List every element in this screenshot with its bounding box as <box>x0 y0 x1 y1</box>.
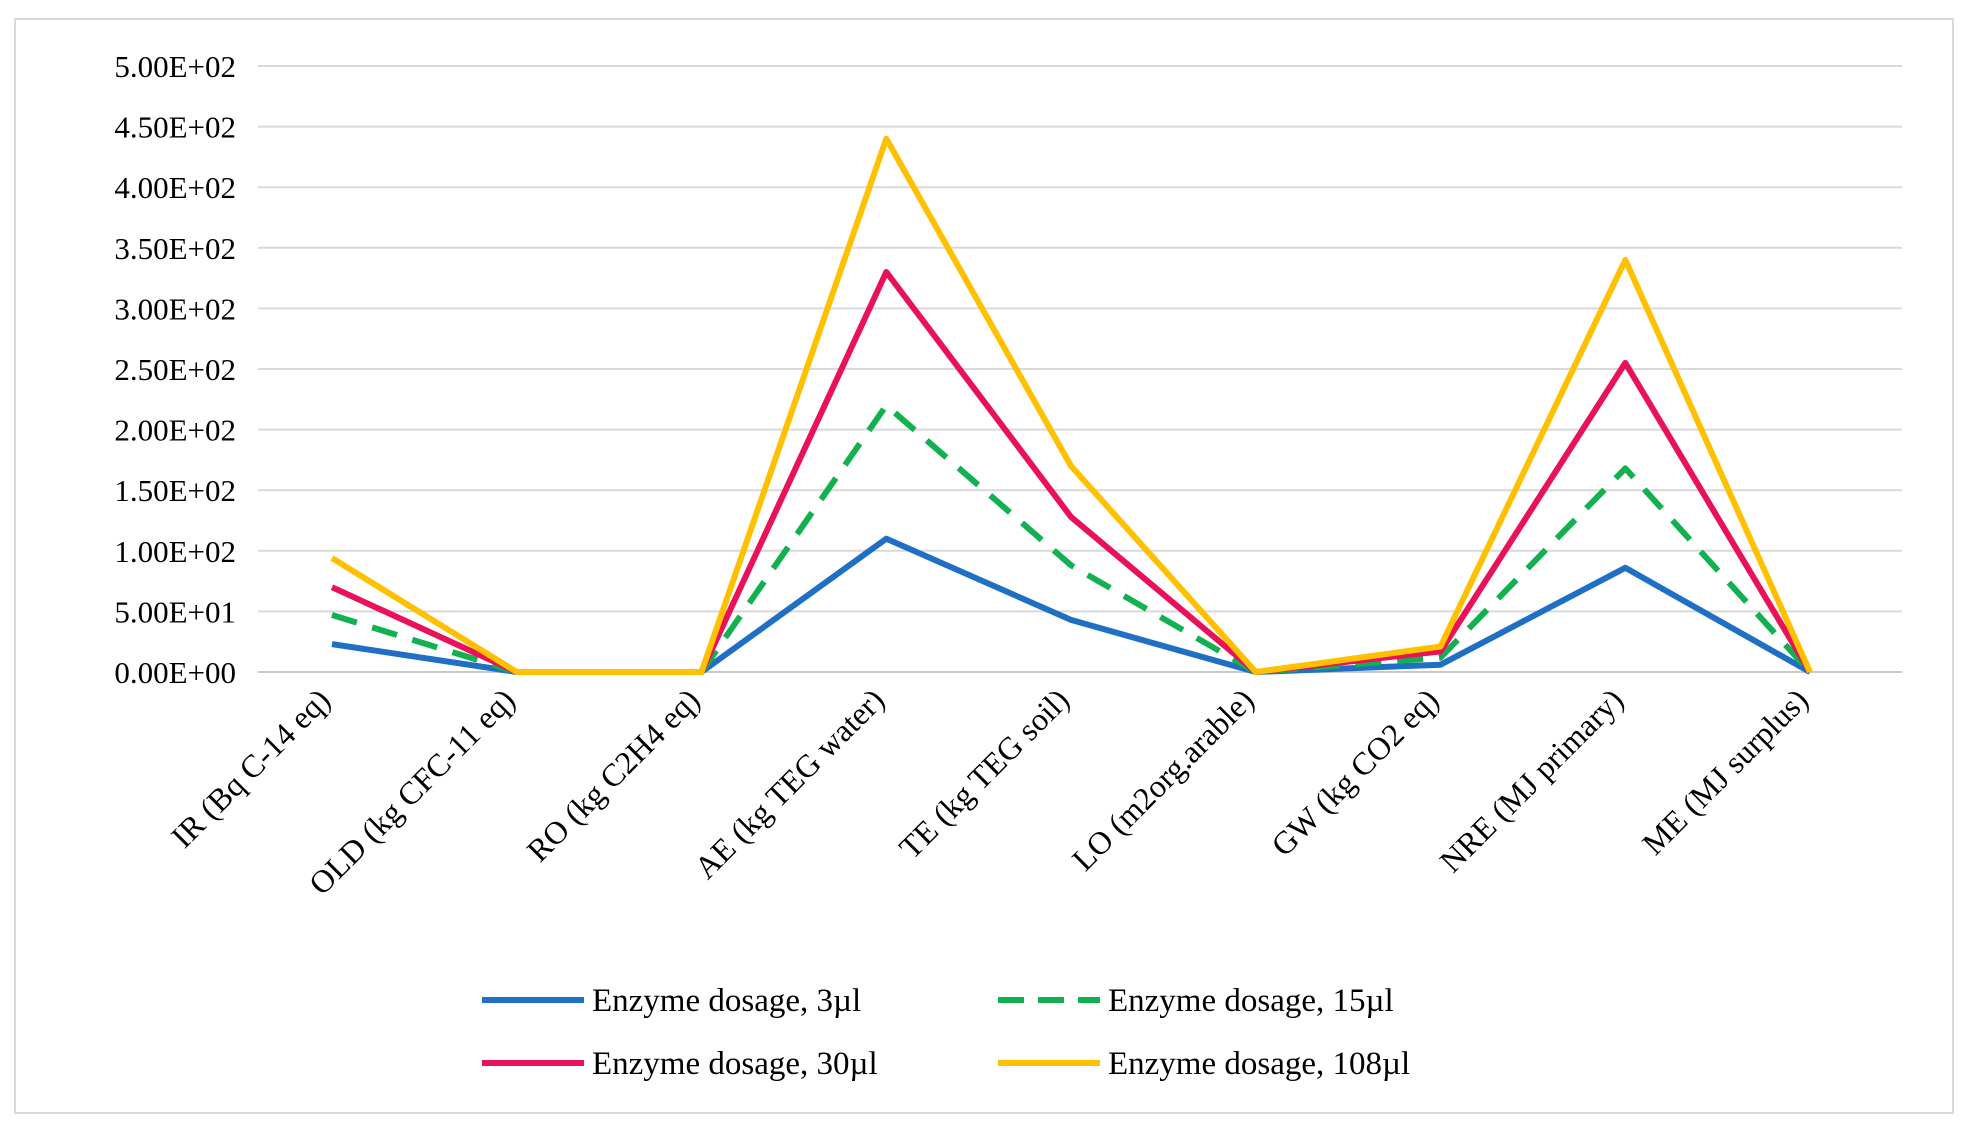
series-line-1 <box>331 535 1812 675</box>
legend: Enzyme dosage, 3µl Enzyme dosage, 15µl Enz… <box>482 983 1410 1082</box>
y-tick-label: 2.00E+02 <box>114 413 236 448</box>
legend-label: Enzyme dosage, 108µl <box>1108 1046 1410 1082</box>
y-tick-label: 1.00E+02 <box>114 534 236 569</box>
x-axis-tick-labels: IR (Bq C-14 eq)OLD (kg CFC-11 eq)RO (kg … <box>164 681 1815 901</box>
y-tick-label: 5.00E+01 <box>114 594 236 629</box>
x-tick-label: AE (kg TEG water) <box>687 681 891 885</box>
x-tick-label: NRE (MJ primary) <box>1433 681 1631 879</box>
chart-frame <box>14 18 1954 1114</box>
y-tick-label: 1.50E+02 <box>114 473 236 508</box>
legend-label: Enzyme dosage, 15µl <box>1108 983 1394 1019</box>
y-tick-label: 3.50E+02 <box>114 231 236 266</box>
x-tick-label: RO (kg C2H4 eq) <box>519 681 706 868</box>
y-tick-label: 0.00E+00 <box>114 655 236 690</box>
series-lines <box>330 135 1813 675</box>
x-tick-label: OLD (kg CFC-11 eq) <box>302 681 522 901</box>
series-line-2 <box>331 402 1813 675</box>
x-tick-label: TE (kg TEG soil) <box>892 681 1076 865</box>
y-tick-label: 5.00E+02 <box>114 49 236 84</box>
y-tick-label: 2.50E+02 <box>114 352 236 387</box>
y-tick-label: 3.00E+02 <box>114 291 236 326</box>
y-axis-tick-labels: 0.00E+00 5.00E+01 1.00E+02 1.50E+02 2.00E+02… <box>114 49 236 690</box>
y-tick-label: 4.50E+02 <box>114 110 236 145</box>
x-tick-label: IR (Bq C-14 eq) <box>164 681 337 854</box>
legend-label: Enzyme dosage, 30µl <box>592 1046 878 1082</box>
y-tick-label: 4.00E+02 <box>114 170 236 205</box>
x-tick-label: GW (kg CO2 eq) <box>1264 681 1446 863</box>
series-line-4 <box>330 135 1813 675</box>
x-tick-label: ME (MJ surplus) <box>1635 681 1815 861</box>
x-tick-label: LO (m2org.arable) <box>1065 681 1261 877</box>
gridlines <box>258 65 1902 673</box>
legend-label: Enzyme dosage, 3µl <box>592 983 861 1019</box>
